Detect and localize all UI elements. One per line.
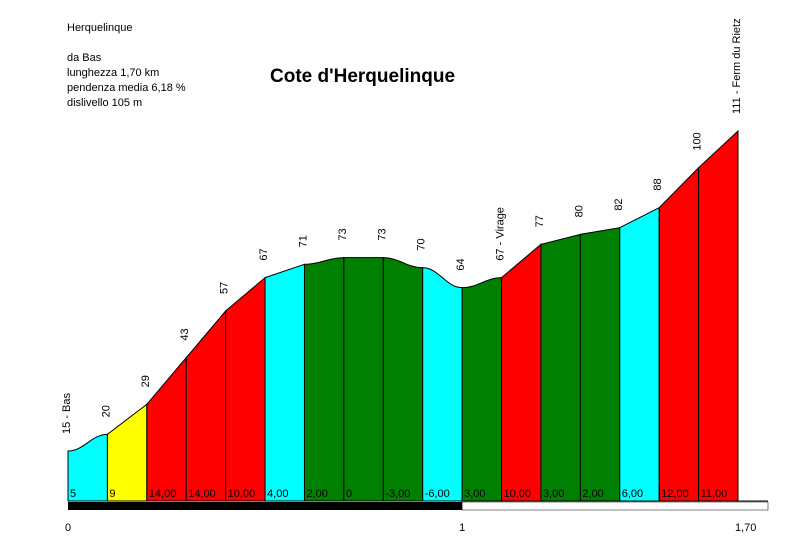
altitude-label: 43 [179, 328, 191, 340]
profile-segment [185, 309, 227, 502]
info-length: lunghezza 1,70 km [67, 67, 160, 79]
segment-gradient-label: 4,00 [267, 488, 288, 500]
x-tick-label: 0 [65, 522, 71, 534]
segment-gradient-label: 2,00 [306, 488, 327, 500]
profile-segment [658, 166, 700, 502]
altitude-label: 88 [652, 178, 664, 190]
segment-gradient-label: 11,00 [701, 488, 728, 500]
segment-gradient-label: 6,00 [622, 488, 643, 500]
segment-gradient-label: 9 [109, 488, 115, 500]
segment-gradient-label: 0 [346, 488, 352, 500]
segment-gradient-label: 3,00 [464, 488, 485, 500]
altitude-label: 67 - Virage [495, 207, 507, 261]
info-start: da Bas [67, 52, 102, 64]
segment-gradient-label: 14,00 [149, 488, 177, 500]
profile-segment [225, 276, 266, 502]
segment-gradient-label: 3,00 [543, 488, 564, 500]
segment-gradient-label: 10,00 [504, 488, 532, 500]
profile-segment [540, 233, 581, 502]
profile-segment [579, 227, 621, 502]
altitude-label: 70 [416, 238, 428, 250]
altitude-label: 73 [337, 228, 349, 240]
altitude-label: 67 [258, 248, 270, 260]
altitude-label: 80 [573, 205, 585, 217]
altitude-label: 57 [219, 282, 231, 294]
x-tick-label: 1 [459, 522, 465, 534]
profile-segment [698, 129, 739, 502]
profile-segment [382, 257, 424, 502]
profile-segment [106, 403, 148, 502]
altitude-label: 15 - Bas [61, 393, 73, 434]
profile-segment [619, 206, 660, 502]
distance-bar-empty [461, 501, 769, 511]
info-climb: dislivello 105 m [67, 97, 143, 109]
altitude-label: 20 [100, 405, 112, 417]
profile-segment [422, 267, 463, 502]
segment-gradient-label: 12,00 [661, 488, 689, 500]
segment-gradient-label: 5 [70, 488, 76, 500]
profile-segment [461, 277, 503, 502]
x-tick-label: 1,70 [735, 522, 756, 534]
altitude-label: 29 [140, 375, 152, 387]
distance-bar-filled [68, 502, 463, 510]
profile-segment [264, 263, 305, 502]
profile-segment [343, 257, 384, 502]
info-place: Herquelinque [67, 22, 133, 34]
profile-segment [146, 356, 187, 502]
altitude-label: 82 [613, 198, 625, 210]
altitude-label: 77 [534, 215, 546, 227]
segment-gradient-label: -6,00 [425, 488, 450, 500]
segment-gradient-label: 14,00 [188, 488, 216, 500]
altitude-label: 64 [455, 258, 467, 270]
info-gradient: pendenza media 6,18 % [67, 82, 186, 94]
profile-segment [303, 257, 345, 502]
chart-title: Cote d'Herquelinque [270, 66, 456, 87]
profile-segment [501, 243, 542, 502]
altitude-label: 73 [376, 228, 388, 240]
segment-gradient-label: 10,00 [228, 488, 256, 500]
segment-gradient-label: 2,00 [582, 488, 603, 500]
altitude-label: 71 [297, 235, 309, 247]
altitude-label: 100 [692, 132, 704, 150]
segment-gradient-label: -3,00 [385, 488, 410, 500]
altitude-label: 111 - Ferm du Rietz [731, 18, 743, 114]
